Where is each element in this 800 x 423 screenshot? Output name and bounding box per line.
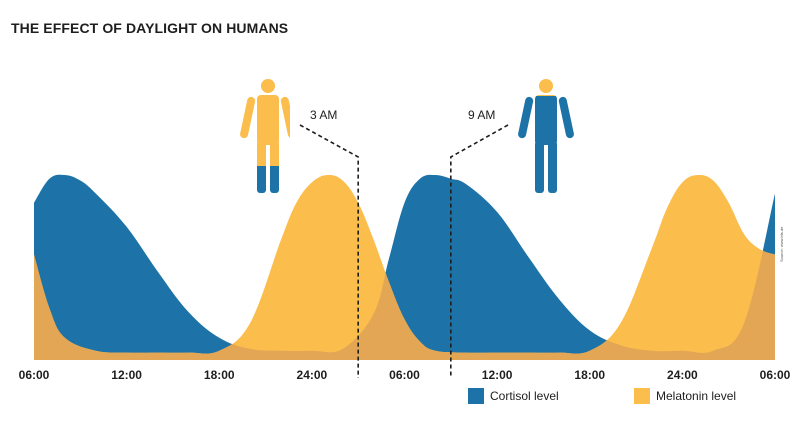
x-tick-label: 12:00: [111, 368, 142, 382]
x-tick-label: 06:00: [760, 368, 791, 382]
callout-lines: [299, 124, 509, 378]
figure-part: [270, 166, 279, 193]
legend-label-melatonin: Melatonin level: [656, 389, 737, 403]
callout-line-3am: [299, 124, 359, 378]
chart-title: THE EFFECT OF DAYLIGHT ON HUMANS: [11, 20, 289, 36]
figure-part: [261, 79, 275, 93]
figure-part: [536, 95, 556, 96]
x-tick-label: 06:00: [389, 368, 420, 382]
figure-part: [548, 141, 557, 193]
x-axis-ticks: 06:00 12:00 18:00 24:00 06:00 12:00 18:00 24:00…: [19, 368, 791, 382]
figure-part: [518, 96, 534, 139]
figure-part: [257, 166, 266, 193]
figure-part: [280, 96, 290, 139]
figure-part: [535, 141, 544, 193]
x-tick-label: 12:00: [482, 368, 513, 382]
figure-part: [240, 96, 256, 139]
legend-swatch-melatonin: [634, 388, 650, 404]
figure-part: [270, 141, 279, 166]
x-tick-label: 18:00: [574, 368, 605, 382]
callout-line-9am: [450, 124, 509, 378]
figure-part: [558, 96, 574, 139]
callout-label-9am: 9 AM: [468, 108, 495, 122]
chart-areas: [34, 174, 775, 360]
x-tick-label: 24:00: [667, 368, 698, 382]
x-tick-label: 06:00: [19, 368, 50, 382]
figure-part: [257, 141, 266, 166]
figure-part: [535, 96, 557, 145]
person-9am-icon: [518, 79, 574, 193]
legend-item-melatonin: Melatonin level: [634, 388, 736, 404]
callout-label-3am: 3 AM: [310, 108, 337, 122]
legend-item-cortisol: Cortisol level: [468, 388, 559, 404]
x-tick-label: 24:00: [297, 368, 328, 382]
series-area-cortisol: [34, 174, 775, 360]
x-tick-label: 18:00: [204, 368, 235, 382]
legend-swatch-cortisol: [468, 388, 484, 404]
figure-part: [257, 95, 279, 145]
person-3am-icon: [240, 79, 290, 193]
legend-label-cortisol: Cortisol level: [490, 389, 559, 403]
source-note: Source: www.bfs.de: [779, 226, 784, 262]
figure-part: [539, 79, 553, 93]
